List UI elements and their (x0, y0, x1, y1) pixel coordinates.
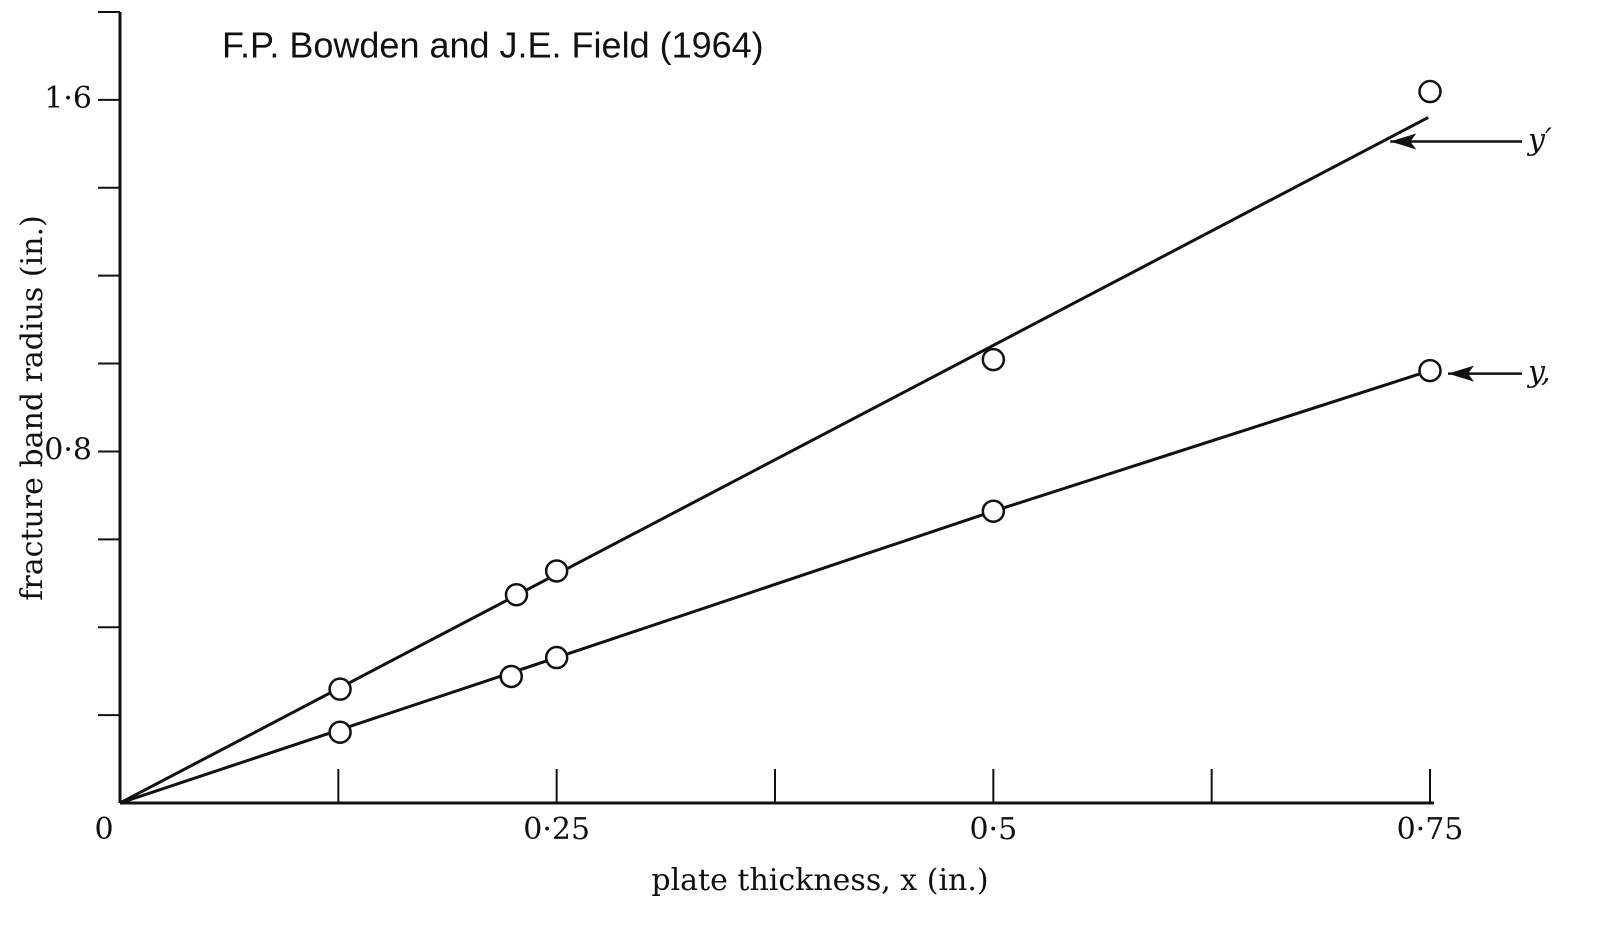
x-tick-label: 0 (94, 812, 113, 847)
data-point (1418, 358, 1442, 383)
arrow-head (1448, 365, 1474, 382)
y-tick-label: 1·6 (44, 81, 92, 116)
arrow-head (1390, 133, 1417, 150)
data-point (981, 499, 1006, 523)
y-tick-label: 0·8 (44, 432, 92, 467)
data-point (328, 677, 352, 701)
x-tick-label: 0·5 (969, 812, 1017, 847)
data-point (499, 664, 524, 689)
fit-line (119, 116, 1429, 805)
x-tick-label: 0·75 (1397, 812, 1464, 847)
legend-label: y′ (1526, 122, 1552, 157)
y-axis-label: fracture band radius (in.) (15, 215, 50, 600)
data-point (544, 645, 569, 670)
x-axis-label: plate thickness, x (in.) (651, 863, 988, 898)
data-point (981, 347, 1006, 372)
data-point (1418, 79, 1442, 104)
legend-label: y, (1526, 355, 1551, 390)
data-point (328, 720, 352, 744)
x-tick-label: 0·25 (523, 812, 590, 847)
data-point (544, 559, 569, 583)
fit-line (119, 369, 1431, 805)
chart-title: F.P. Bowden and J.E. Field (1964) (222, 25, 764, 66)
data-point (504, 582, 529, 607)
